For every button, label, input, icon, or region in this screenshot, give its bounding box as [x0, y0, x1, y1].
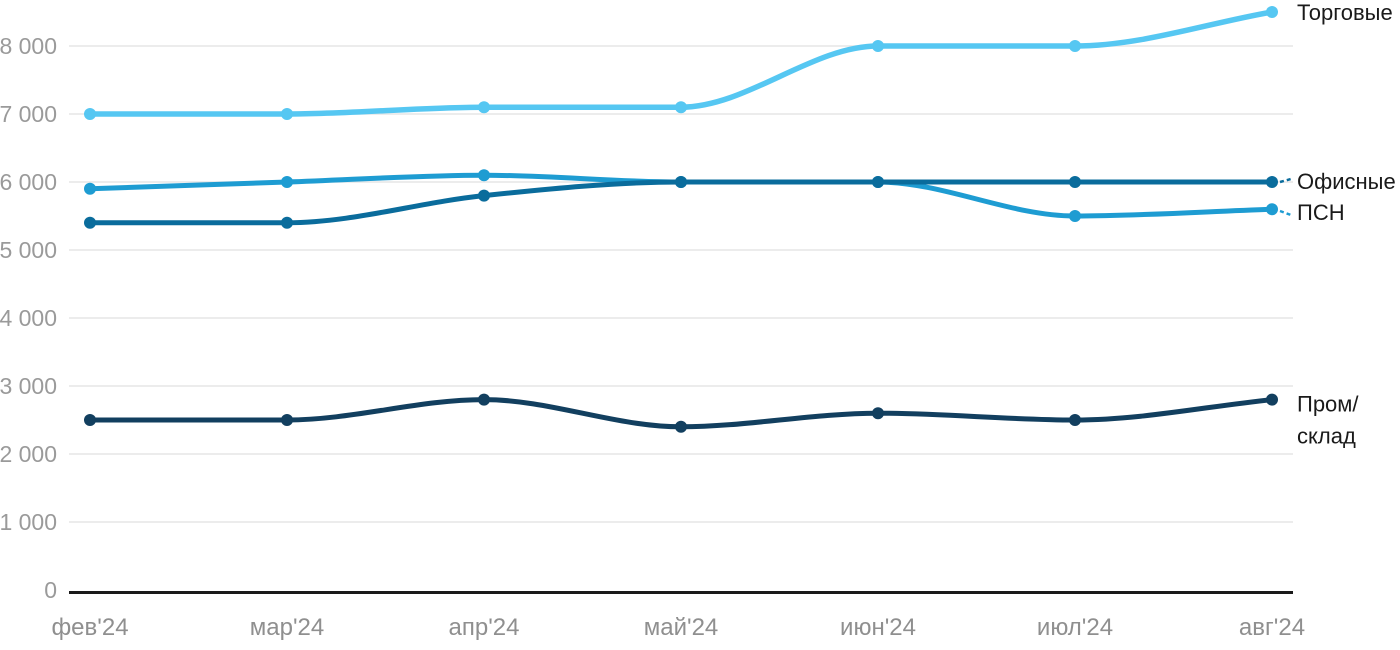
data-point-psn-0: [84, 182, 96, 195]
data-point-ofisnye-2: [478, 189, 490, 202]
y-axis-tick-label: 5 000: [0, 237, 57, 263]
data-point-ofisnye-5: [1069, 176, 1081, 188]
data-point-ofisnye-1: [281, 216, 293, 229]
x-axis-tick-label: авг'24: [1239, 614, 1305, 641]
data-point-prom-sklad-3: [675, 420, 687, 433]
data-point-torgovye-2: [478, 101, 490, 114]
x-axis-tick-label: мар'24: [250, 614, 324, 641]
data-point-prom-sklad-5: [1069, 414, 1081, 426]
y-axis-tick-label: 2 000: [0, 441, 57, 467]
y-axis-tick-label: 3 000: [0, 373, 57, 399]
data-point-torgovye-6: [1266, 6, 1278, 18]
data-point-prom-sklad-1: [281, 414, 293, 426]
y-axis-tick-label: 1 000: [0, 509, 57, 535]
series-label-psn: ПСН: [1297, 200, 1345, 225]
x-axis-tick-label: фев'24: [51, 614, 128, 641]
data-point-torgovye-5: [1069, 40, 1081, 52]
data-point-torgovye-1: [281, 108, 293, 120]
y-axis-tick-label: 6 000: [0, 169, 57, 195]
y-axis-tick-label: 0: [44, 577, 57, 603]
data-point-psn-5: [1069, 210, 1081, 222]
data-point-torgovye-4: [872, 40, 884, 52]
data-point-prom-sklad-6: [1266, 393, 1278, 406]
y-axis-tick-label: 8 000: [0, 33, 57, 59]
x-axis-tick-label: июн'24: [840, 614, 916, 641]
data-point-torgovye-0: [84, 108, 96, 120]
series-label-prom-sklad: склад: [1297, 424, 1356, 449]
leader-line-psn: [1279, 209, 1292, 217]
data-point-torgovye-3: [675, 101, 687, 114]
y-axis-tick-label: 7 000: [0, 101, 57, 127]
data-point-psn-2: [478, 169, 490, 182]
data-point-prom-sklad-2: [478, 393, 490, 406]
series-label-torgovye: Торговые: [1297, 0, 1393, 25]
series-line-torgovye: [87, 9, 1275, 117]
data-point-prom-sklad-4: [872, 407, 884, 420]
x-axis-tick-label: май'24: [644, 614, 719, 641]
x-axis-tick-label: апр'24: [449, 614, 520, 641]
x-axis-tick-label: июл'24: [1037, 614, 1113, 641]
series-label-ofisnye: Офисные: [1297, 169, 1396, 194]
data-point-ofisnye-0: [84, 216, 96, 229]
series-label-prom-sklad: Пром/: [1297, 392, 1359, 417]
leader-line-ofisnye: [1279, 177, 1292, 184]
y-axis-tick-label: 4 000: [0, 305, 57, 331]
data-point-ofisnye-6: [1266, 176, 1278, 188]
data-point-psn-6: [1266, 203, 1278, 216]
data-point-ofisnye-3: [675, 176, 687, 188]
data-point-ofisnye-4: [872, 176, 884, 188]
data-point-psn-1: [281, 176, 293, 188]
data-point-prom-sklad-0: [84, 414, 96, 426]
